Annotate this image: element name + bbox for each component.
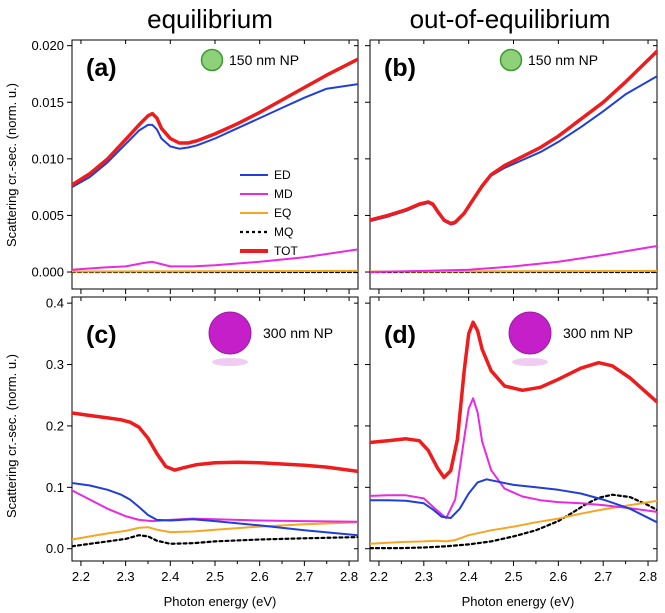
panel-label-c: (c) [86,321,117,349]
x-tick-label: 2.4 [161,569,179,584]
x-tick-label: 2.6 [549,569,567,584]
series-line-eq [72,269,358,273]
series-line-ed [370,478,657,524]
series-line-eq [370,499,657,545]
x-tick-label: 2.6 [251,569,269,584]
x-tick-label: 2.5 [206,569,224,584]
series-group [370,49,657,274]
series-line-md [370,397,657,519]
np-label-b: 150 nm NP [528,52,598,68]
legend-label-md: MD [274,187,293,201]
np-large-icon-c [208,311,252,366]
legend-label-mq: MQ [274,225,293,239]
legend: ED MD EQ MQ TOT [240,168,298,258]
np-small-icon-b [499,48,523,72]
series-line-tot [370,49,657,226]
np-large-icon-d [508,311,552,366]
np-label-d: 300 nm NP [563,325,633,341]
column-title-equilibrium: equilibrium [147,4,273,34]
x-tick-label: 2.4 [460,569,478,584]
np-label-a: 150 nm NP [229,52,299,68]
series-line-ed [72,482,358,537]
legend-label-tot: TOT [274,244,298,258]
x-tick-label: 2.2 [72,569,90,584]
series-line-tot [370,320,657,480]
series-line-md [72,248,358,271]
x-tick-label: 2.7 [295,569,313,584]
y-axis-label-top: Scattering cr.-sec. (norm. u.) [4,83,19,247]
y-tick-label: 0.0 [46,541,64,556]
series-group [72,411,358,548]
series-line-ed [72,83,358,189]
series-line-md [370,245,657,273]
y-tick-label: 0.000 [31,265,64,280]
x-tick-label: 2.5 [504,569,522,584]
np-small-icon-a [200,48,224,72]
x-tick-label: 2.2 [370,569,388,584]
panel-label-b: (b) [384,54,416,82]
panel-d: 2.2 2.3 2.4 2.5 2.6 2.7 2.8 [365,296,658,584]
x-axis-label-left: Photon energy (eV) [164,594,277,609]
y-tick-label: 0.4 [46,296,64,311]
x-tick-label: 2.3 [415,569,433,584]
series-line-ed [370,75,657,226]
series-group [370,320,657,550]
panel-label-d: (d) [384,321,416,349]
y-tick-label: 0.020 [31,38,64,53]
panel-b [365,39,658,294]
panel-c: 2.2 2.3 2.4 2.5 2.6 2.7 2.8 0.0 0.1 0.2 0.3 0.4 [46,296,359,584]
series-line-md [72,489,358,523]
y-tick-label: 0.2 [46,418,64,433]
series-line-tot [72,411,358,474]
y-tick-label: 0.010 [31,151,64,166]
y-tick-label: 0.1 [46,480,64,495]
y-tick-label: 0.015 [31,95,64,110]
panel-label-a: (a) [86,54,117,82]
np-label-c: 300 nm NP [263,325,333,341]
x-tick-label: 2.8 [639,569,657,584]
series-line-mq [72,534,358,548]
y-tick-label: 0.3 [46,357,64,372]
legend-label-eq: EQ [274,206,291,220]
y-tick-label: 0.005 [31,208,64,223]
series-line-mq [370,493,657,550]
x-tick-label: 2.8 [340,569,358,584]
x-tick-label: 2.7 [594,569,612,584]
series-group [72,57,358,274]
column-title-out-of-equilibrium: out-of-equilibrium [410,4,611,34]
x-tick-label: 2.3 [117,569,135,584]
legend-label-ed: ED [274,168,291,182]
x-axis-label-right: Photon energy (eV) [462,594,575,609]
y-axis-label-bottom: Scattering cr.-sec. (norm. u.) [4,354,19,518]
series-line-tot [72,57,358,187]
series-line-eq [72,521,358,541]
panel-a: 0.000 0.005 0.010 0.015 0.020 [31,38,359,294]
